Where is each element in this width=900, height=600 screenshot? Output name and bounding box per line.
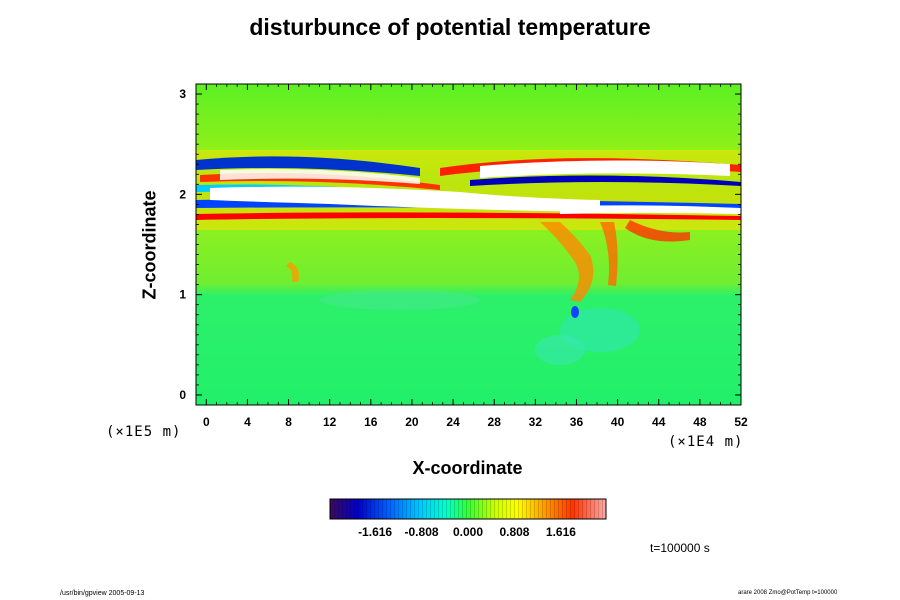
- x-tick-label: 12: [323, 415, 337, 429]
- y-tick-label: 0: [179, 388, 186, 402]
- x-tick-label: 4: [244, 415, 251, 429]
- x-tick-label: 16: [364, 415, 378, 429]
- x-tick-label: 0: [203, 415, 210, 429]
- x-tick-label: 40: [611, 415, 625, 429]
- colorbar-tick-label: 0.808: [499, 525, 529, 539]
- heatmap-field: [196, 84, 741, 405]
- chart-title: disturbunce of potential temperature: [249, 14, 651, 40]
- x-tick-label: 24: [446, 415, 460, 429]
- x-tick-label: 20: [405, 415, 419, 429]
- colorbar-tick-label: 1.616: [546, 525, 576, 539]
- y-axis-ticks: 0 1 2 3: [179, 87, 741, 402]
- colorbar-labels: -1.616 -0.808 0.000 0.808 1.616: [358, 525, 576, 539]
- colorbar-tick-label: -0.808: [405, 525, 439, 539]
- x-tick-label: 36: [570, 415, 584, 429]
- x-axis-label: X-coordinate: [412, 458, 523, 478]
- y-tick-label: 3: [179, 87, 186, 101]
- x-tick-label: 44: [652, 415, 666, 429]
- footer-left: /usr/bin/gpview 2005-09-13: [60, 590, 145, 597]
- time-annotation: t=100000 s: [650, 541, 710, 555]
- x-tick-label: 32: [529, 415, 543, 429]
- x-axis-ticks: 0 4 8 12 16 20 24 28 32 36 40 44 48 52: [203, 84, 748, 429]
- y-tick-label: 2: [179, 187, 186, 201]
- x-tick-label: 48: [693, 415, 707, 429]
- colorbar-frame: [329, 498, 607, 520]
- x-axis-unit: (×1E4 m): [668, 434, 744, 450]
- x-tick-label: 28: [488, 415, 502, 429]
- y-axis-unit: (×1E5 m): [106, 424, 182, 440]
- colorbar-tick-label: -1.616: [358, 525, 392, 539]
- x-tick-label: 52: [734, 415, 748, 429]
- footer-right: arare 2008 Zmo@PotTemp t=100000: [738, 590, 838, 596]
- x-tick-label: 8: [285, 415, 292, 429]
- colorbar-tick-marks: [330, 499, 606, 519]
- colorbar-tick-label: 0.000: [453, 525, 483, 539]
- y-tick-label: 1: [179, 288, 186, 302]
